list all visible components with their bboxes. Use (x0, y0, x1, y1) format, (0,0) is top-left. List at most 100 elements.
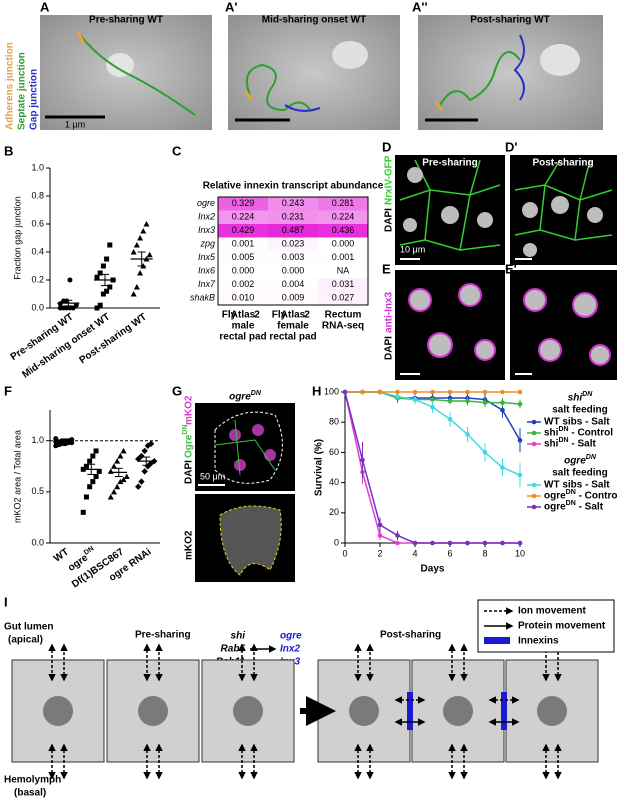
legend-innexin (484, 637, 510, 644)
x-tick-label: 8 (482, 548, 487, 558)
point (517, 389, 523, 395)
innexin-gene: ogre (280, 631, 302, 642)
point (137, 235, 144, 241)
innexin (501, 692, 507, 730)
point (117, 453, 124, 459)
point (138, 478, 145, 485)
stain-label: OgreDN (182, 425, 194, 458)
y-tick-label: 0.8 (31, 190, 44, 200)
point (133, 284, 140, 290)
cell: 0.010 (232, 293, 255, 303)
nucleus (443, 696, 473, 726)
x-tick-label: 6 (447, 548, 452, 558)
point (120, 447, 127, 454)
y-tick-label: 0.5 (31, 486, 44, 496)
point (517, 472, 523, 478)
panel-label: I (4, 594, 8, 609)
y-tick-label: 0.0 (31, 537, 44, 547)
point (517, 438, 523, 443)
point (500, 407, 505, 413)
tem-images (40, 15, 603, 130)
point (482, 389, 488, 395)
point (97, 270, 103, 276)
region-label: (apical) (8, 635, 43, 646)
cell: 0.002 (232, 279, 255, 289)
point (83, 494, 89, 500)
point (123, 473, 130, 479)
cell: 0.487 (282, 225, 305, 235)
stain-label: mKO2 (184, 530, 195, 560)
region-label: Hemolymph (4, 775, 61, 786)
point (412, 540, 418, 546)
column-header: 2 (254, 310, 260, 321)
point (430, 397, 435, 402)
point (146, 251, 153, 258)
panel-label: A (40, 0, 50, 14)
point (96, 468, 102, 474)
point (360, 457, 365, 463)
point (465, 431, 470, 437)
point (412, 397, 418, 402)
stage-title: Pre-sharing (135, 630, 191, 641)
panel-label: A'' (412, 0, 428, 14)
row-label: Inx2 (198, 212, 215, 222)
panel-label: D' (505, 139, 517, 154)
column-header: Fly (222, 310, 237, 321)
y-tick-label: 1.0 (31, 435, 44, 445)
point (482, 400, 488, 405)
point (137, 270, 144, 276)
point (447, 389, 453, 395)
legend-marker (531, 430, 537, 436)
point (130, 291, 137, 297)
row-label: Inx5 (198, 252, 216, 262)
legend-marker (531, 419, 537, 425)
ogre-images (195, 403, 295, 582)
y-tick-label: 0.0 (31, 302, 44, 312)
x-tick-label: 0 (342, 548, 347, 558)
point (120, 476, 127, 483)
y-tick-label: 0.2 (31, 274, 44, 284)
series-line (344, 391, 520, 544)
y-axis-label: mKO2 area / Total area (12, 430, 22, 523)
legend-entry: WT sibs - Salt (544, 480, 610, 491)
legend-entry: Innexins (518, 636, 559, 647)
point (141, 447, 148, 455)
scale-bar-label: 10 μm (400, 244, 425, 254)
regulator: shi (231, 631, 246, 642)
legend-entry: Ion movement (518, 606, 586, 617)
x-tick-label: WT (52, 547, 71, 565)
legend-marker (531, 493, 537, 499)
point (107, 468, 114, 474)
cell-bg (318, 210, 368, 224)
legend-marker (531, 504, 537, 510)
point (94, 274, 100, 280)
point (430, 540, 435, 546)
point (412, 389, 418, 395)
panel-label: D (382, 139, 391, 154)
point (140, 228, 147, 234)
panel-title: Mid-sharing onset WT (262, 15, 366, 26)
legend-entry: ogreDN - Salt (544, 500, 604, 512)
scale-bar-label: 1 μm (65, 119, 85, 129)
point (130, 249, 137, 255)
cell: 0.436 (332, 225, 355, 235)
legend-entry: shiDN - Control (544, 426, 613, 438)
cell: 0.001 (232, 239, 255, 249)
point (143, 221, 150, 227)
nucleus (349, 696, 379, 726)
point (147, 440, 155, 447)
cell-bg (318, 224, 368, 238)
point (342, 389, 348, 395)
cell: 0.000 (282, 266, 305, 276)
stain-label: DAPI (384, 208, 395, 232)
legend-subtitle: salt feeding (552, 468, 608, 479)
y-tick-label: 40 (329, 477, 339, 487)
point (395, 394, 400, 399)
point (135, 483, 142, 490)
y-tick-label: 0 (334, 537, 339, 547)
innexin-gene: Inx2 (280, 644, 300, 655)
point (110, 463, 117, 469)
legend-entry: Adherens junction (5, 42, 16, 130)
panel-title: ogreDN (229, 390, 262, 402)
y-axis-label: Fraction gap junction (12, 196, 22, 280)
